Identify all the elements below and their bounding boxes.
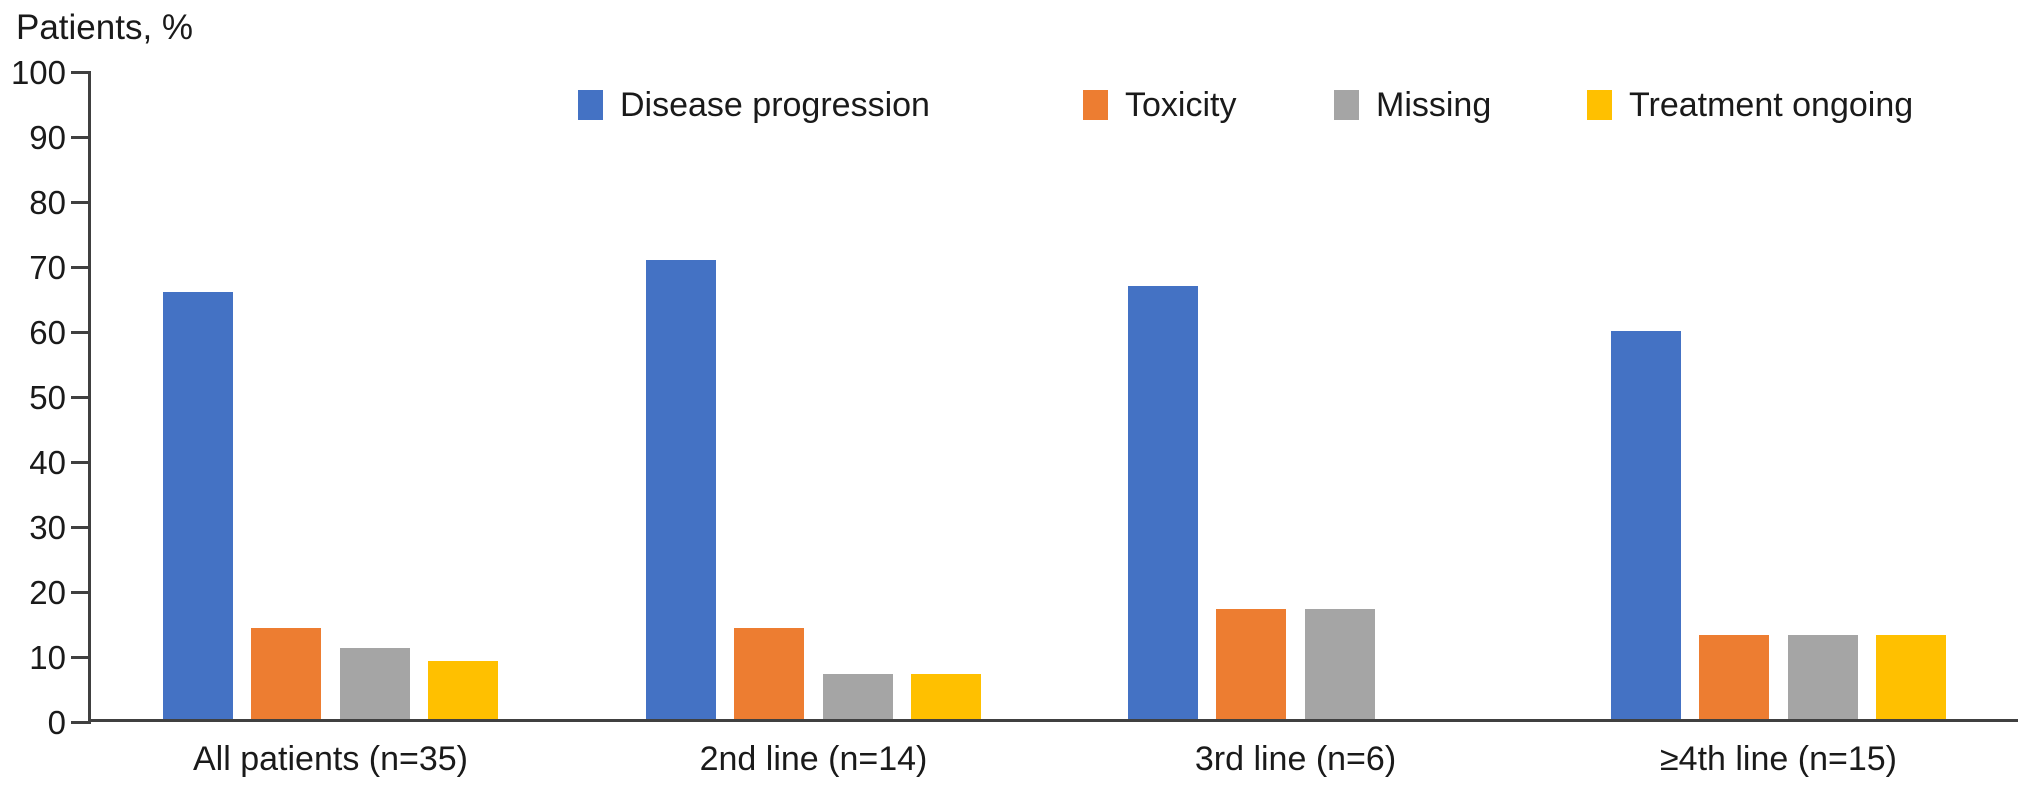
y-tick-label-60: 60 (29, 314, 66, 351)
bar-disease-progression (646, 259, 716, 719)
y-tick-mark-80 (71, 201, 91, 204)
legend-item-missing: Missing (1334, 84, 1491, 126)
legend-item-toxicity: Toxicity (1083, 84, 1236, 126)
bar-toxicity (1699, 634, 1770, 719)
y-tick-mark-10 (71, 656, 91, 659)
bar-missing (1787, 634, 1858, 719)
bar-toxicity (734, 628, 805, 719)
bar-disease-progression (1611, 330, 1681, 719)
y-tick-label-30: 30 (29, 509, 66, 546)
y-tick-mark-0 (71, 721, 91, 724)
legend-marker-missing (1334, 90, 1359, 120)
bar-disease-progression (1128, 285, 1198, 719)
y-tick-label-90: 90 (29, 119, 66, 156)
bar-treatment-ongoing (910, 673, 981, 719)
y-tick-label-0: 0 (47, 704, 66, 741)
y-tick-mark-100 (71, 71, 91, 74)
plot-area: 0 10 20 30 40 50 60 70 80 90 100 All patients (n=35… (11, 56, 2018, 778)
y-tick-mark-70 (71, 266, 91, 269)
legend-label-toxicity: Toxicity (1125, 85, 1237, 124)
y-tick-label-80: 80 (29, 184, 66, 221)
y-tick-label-10: 10 (29, 639, 66, 676)
legend-label-disease-progression: Disease progression (620, 85, 930, 124)
category-label-2nd-line-n-14: 2nd line (n=14) (699, 740, 928, 778)
y-tick-label-40: 40 (29, 444, 66, 481)
legend-marker-toxicity (1083, 90, 1108, 120)
y-tick-mark-20 (71, 591, 91, 594)
bar-toxicity (251, 628, 322, 719)
y-tick-mark-40 (71, 461, 91, 464)
category-label-all-patients-n-35: All patients (n=35) (193, 740, 468, 778)
bar-missing (1304, 609, 1375, 719)
legend-marker-treatment-ongoing (1587, 90, 1612, 120)
y-tick-mark-60 (71, 331, 91, 334)
y-tick-mark-30 (71, 526, 91, 529)
legend-item-treatment-ongoing: Treatment ongoing (1587, 84, 1913, 126)
bar-group-3rd-line-n-6: 3rd line (n=6) (1128, 72, 1463, 778)
legend-label-missing: Missing (1376, 85, 1492, 124)
y-tick-label-50: 50 (29, 379, 66, 416)
y-tick-mark-50 (71, 396, 91, 399)
bar-group-2nd-line-n-14: 2nd line (n=14) (646, 72, 981, 778)
legend-marker-disease-progression (578, 90, 603, 120)
bar-toxicity (1216, 609, 1287, 719)
category-label-3rd-line-n-6: 3rd line (n=6) (1194, 740, 1397, 778)
y-tick-mark-90 (71, 136, 91, 139)
bar-missing (822, 673, 893, 719)
legend-label-treatment-ongoing: Treatment ongoing (1629, 85, 1914, 124)
bar-treatment-ongoing (1875, 634, 1946, 719)
y-tick-label-100: 100 (10, 54, 66, 91)
y-axis-title: Patients, % (16, 8, 194, 47)
category-label-4th-line-n-15: ≥4th line (n=15) (1660, 740, 1897, 778)
bar-disease-progression (163, 291, 233, 719)
y-tick-label-70: 70 (29, 249, 66, 286)
legend-item-disease-progression: Disease progression (578, 84, 930, 126)
bar-treatment-ongoing (427, 660, 498, 719)
y-tick-label-20: 20 (29, 574, 66, 611)
bar-group-4th-line-n-15: ≥4th line (n=15) (1611, 72, 1946, 778)
bar-missing (339, 647, 410, 719)
bar-group-all-patients-n-35: All patients (n=35) (163, 72, 498, 778)
